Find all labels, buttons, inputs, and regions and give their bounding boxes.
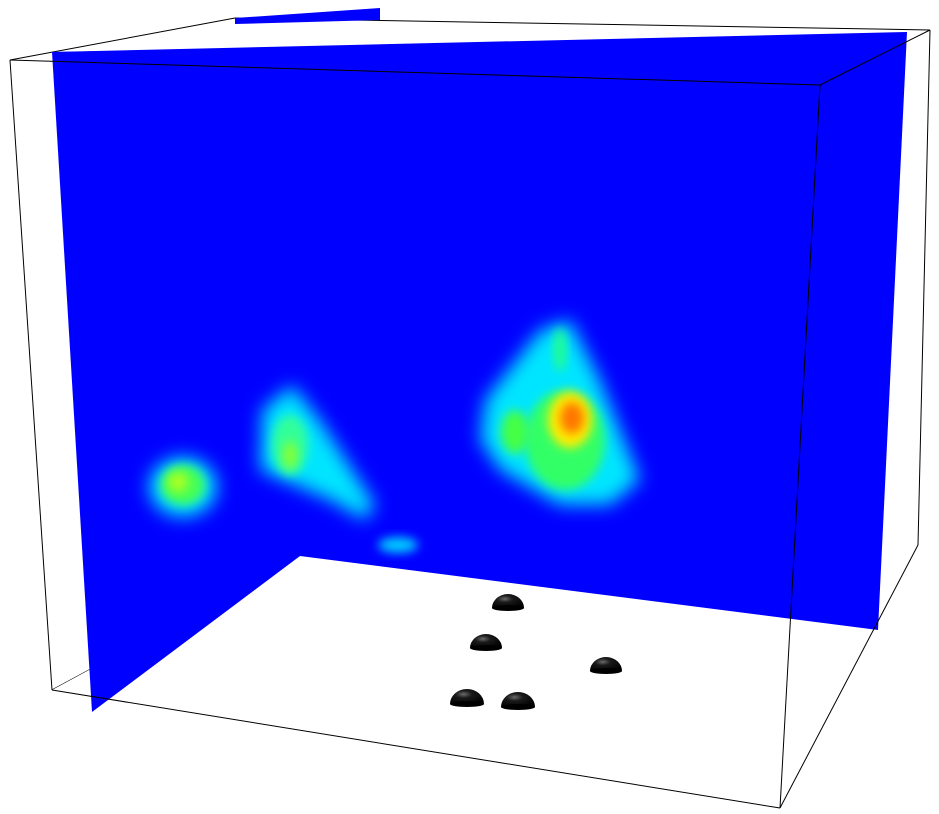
hotspot-2 [260,385,375,520]
floor-marker-2 [470,634,502,651]
floor-markers [450,594,622,710]
floor-plane [52,556,868,808]
floor-marker-5 [501,692,535,710]
hotspot-1 [149,457,217,517]
hotspot-3 [378,537,418,553]
floor-marker-3 [590,657,622,674]
slice-planes [52,32,907,712]
floor-marker-1 [492,594,524,611]
bounding-box-front [9,29,931,809]
hotspot-4 [480,320,640,505]
slice-back-strip [235,8,380,24]
hotspots [149,320,640,553]
slice-plane-back [52,32,907,630]
floor-marker-4 [450,689,484,707]
